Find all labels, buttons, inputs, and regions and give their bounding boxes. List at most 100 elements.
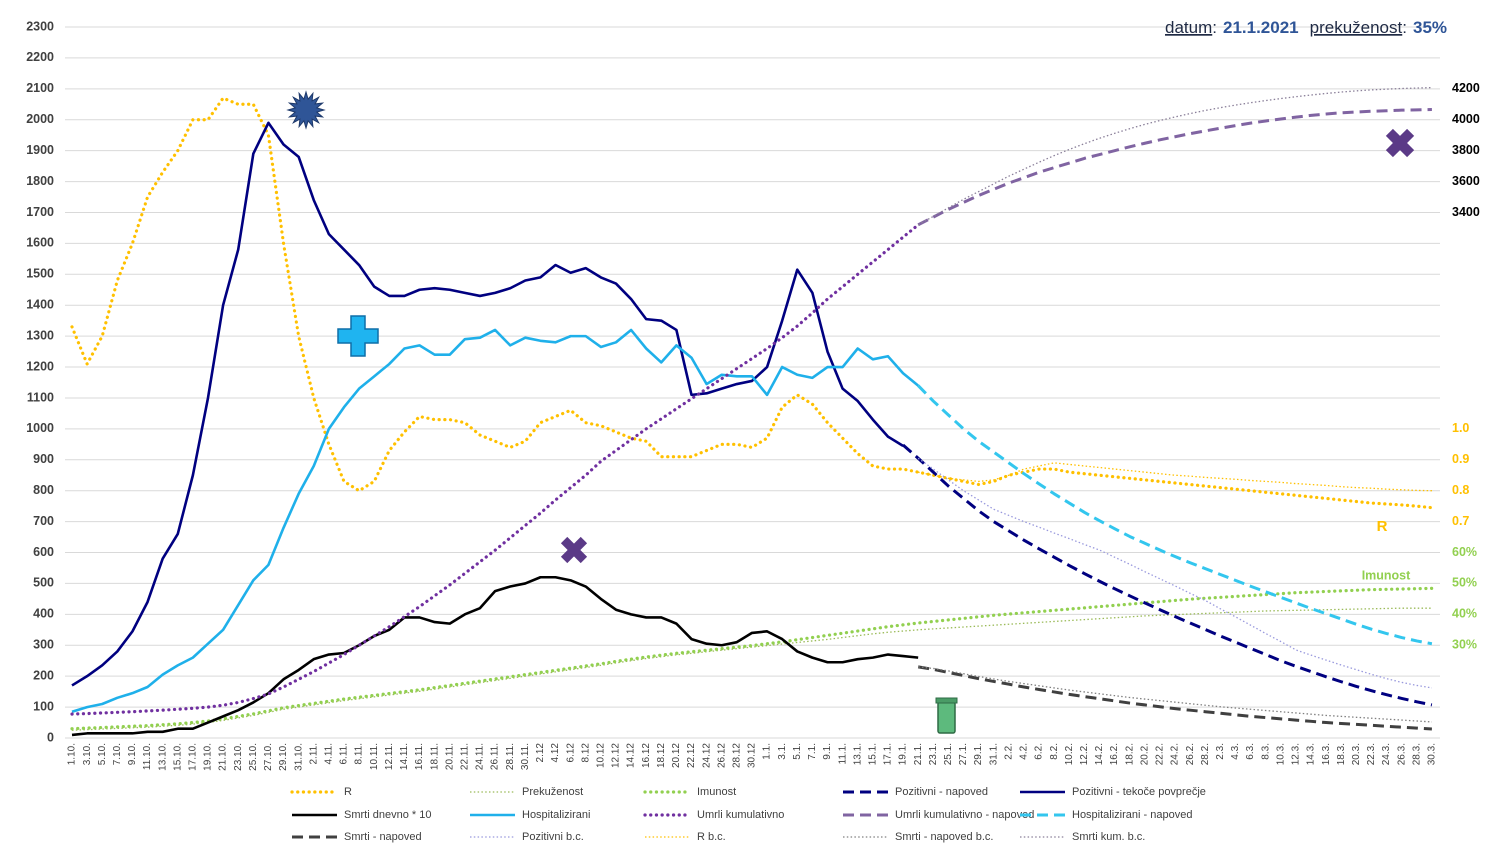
series-line	[917, 86, 1432, 226]
series-line	[71, 121, 904, 687]
series-line	[70, 223, 920, 716]
x-tick-label: 25.10.	[248, 743, 259, 771]
header-date: 21.1.2021	[1223, 18, 1299, 37]
series-line	[917, 108, 1432, 227]
x-tick-label: 30.11.	[520, 743, 531, 770]
y-tick-label: 1000	[26, 421, 54, 435]
x-tick-label: 6.2.	[1034, 743, 1045, 760]
x-tick-label: 24.3.	[1381, 743, 1392, 765]
star-icon	[286, 90, 326, 130]
y-tick-label: 1600	[26, 236, 54, 250]
x-tick-label: 13.1.	[852, 743, 863, 765]
x-tick-label: 30.3.	[1427, 743, 1438, 765]
icons	[286, 90, 1415, 734]
legend-label: R	[344, 786, 352, 798]
y-tick-label: 1100	[27, 390, 54, 404]
series-line	[71, 575, 919, 737]
x-tick-label: 1.1.	[762, 743, 773, 760]
x-tick-label: 2.11.	[308, 743, 319, 765]
x-tick-label: 15.1.	[867, 743, 878, 765]
annotation: Imunost	[1362, 568, 1411, 582]
y-tick-label: 200	[33, 668, 54, 682]
x-tick-label: 6.3.	[1245, 743, 1256, 760]
legend-label: Pozitivni b.c.	[522, 831, 584, 843]
x-tick-label: 28.3.	[1411, 743, 1422, 765]
x-tick-label: 16.3.	[1321, 743, 1332, 765]
x-tick-label: 18.3.	[1336, 743, 1347, 765]
y-tick-label: 2100	[26, 81, 54, 95]
x-tick-label: 27.10.	[263, 743, 274, 771]
x-tick-label: 7.10.	[112, 743, 123, 765]
x-tick-label: 2.3.	[1215, 743, 1226, 760]
legend-label: Hospitalizirani - napoved	[1072, 809, 1192, 821]
x-tick-label: 22.12	[686, 743, 697, 768]
plus-icon	[337, 315, 379, 357]
y-tick-label: 700	[33, 514, 54, 528]
x-tick-label: 22.2.	[1155, 743, 1166, 765]
header: datum: 21.1.2021 prekuženost: 35%	[1165, 18, 1447, 37]
x-tick-label: 12.3.	[1291, 743, 1302, 765]
x-tick-label: 11.10.	[142, 743, 153, 770]
x-tick-label: 24.11.	[475, 743, 486, 770]
x-tick-label: 3.1.	[777, 743, 788, 760]
x-tick-label: 26.2.	[1185, 743, 1196, 765]
y-tick-label: 800	[33, 483, 54, 497]
header-rate-label: prekuženost	[1310, 18, 1403, 37]
x-tick-label: 8.12	[580, 743, 591, 763]
legend-label: Smrti kum. b.c.	[1072, 831, 1145, 843]
y-tick-label: 2200	[26, 50, 54, 64]
x-tick-label: 28.12	[731, 743, 742, 768]
x-tick-label: 22.11.	[460, 743, 471, 770]
x-tick-label: 26.3.	[1396, 743, 1407, 765]
legend-label: Pozitivni - tekoče povprečje	[1072, 786, 1206, 798]
legend-label: Prekuženost	[522, 786, 583, 798]
x-tick-label: 8.11.	[354, 743, 365, 765]
y4-tick-label: 60%	[1452, 545, 1477, 559]
x-tick-label: 1.10.	[67, 743, 78, 765]
x-tick-label: 9.10.	[127, 743, 138, 765]
x-tick-label: 19.1.	[898, 743, 909, 765]
x-tick-label: 16.2.	[1109, 743, 1120, 765]
y-tick-label: 1200	[26, 359, 54, 373]
y-tick-label: 0	[47, 730, 54, 744]
y-tick-label: 500	[33, 576, 54, 590]
x-tick-label: 10.3.	[1275, 743, 1286, 765]
bin-lid	[935, 697, 958, 704]
x-tick-label: 20.12	[671, 743, 682, 768]
x-tick-label: 29.10.	[278, 743, 289, 771]
y-tick-label: 1900	[26, 143, 54, 157]
y2-tick-label: 3800	[1452, 143, 1480, 157]
x-tick-label: 15.10.	[172, 743, 183, 771]
x-tick-label: 10.2.	[1064, 743, 1075, 765]
y4-tick-label: 40%	[1452, 607, 1477, 621]
legend-label: Imunost	[697, 786, 736, 798]
x-tick-label: 12.2.	[1079, 743, 1090, 765]
y-tick-label: 1700	[26, 205, 54, 219]
y3-tick-label: 0.7	[1452, 514, 1469, 528]
x-tick-label: 4.12	[550, 743, 561, 763]
x-tick-label: 26.11.	[490, 743, 501, 770]
legend-label: Hospitalizirani	[522, 809, 590, 821]
y4-tick-label: 50%	[1452, 576, 1477, 590]
x-tick-label: 2.12	[535, 743, 546, 763]
x-tick-label: 29.1.	[973, 743, 984, 765]
x-tick-label: 5.10.	[97, 743, 108, 765]
y2-tick-label: 4200	[1452, 81, 1480, 95]
x-tick-label: 16.12	[641, 743, 652, 768]
y4-tick-label: 30%	[1452, 638, 1477, 652]
x-tick-label: 17.10.	[188, 743, 199, 771]
x-tick-label: 14.12	[626, 743, 637, 768]
y-tick-label: 2300	[26, 19, 54, 33]
y2-tick-label: 4000	[1452, 112, 1480, 126]
legend-label: Umrli kumulativno - napoved	[895, 809, 1034, 821]
x-tick-label: 13.10.	[157, 743, 168, 771]
y2-tick-label: 3600	[1452, 174, 1480, 188]
x-tick-label: 26.12	[716, 743, 727, 768]
series-line	[902, 443, 1433, 707]
x-tick-label: 22.3.	[1366, 743, 1377, 765]
x-tick-label: 3.10.	[82, 743, 93, 765]
x-tick-label: 14.11.	[399, 743, 410, 770]
cross-arm	[560, 536, 588, 564]
legend-label: R b.c.	[697, 831, 726, 843]
